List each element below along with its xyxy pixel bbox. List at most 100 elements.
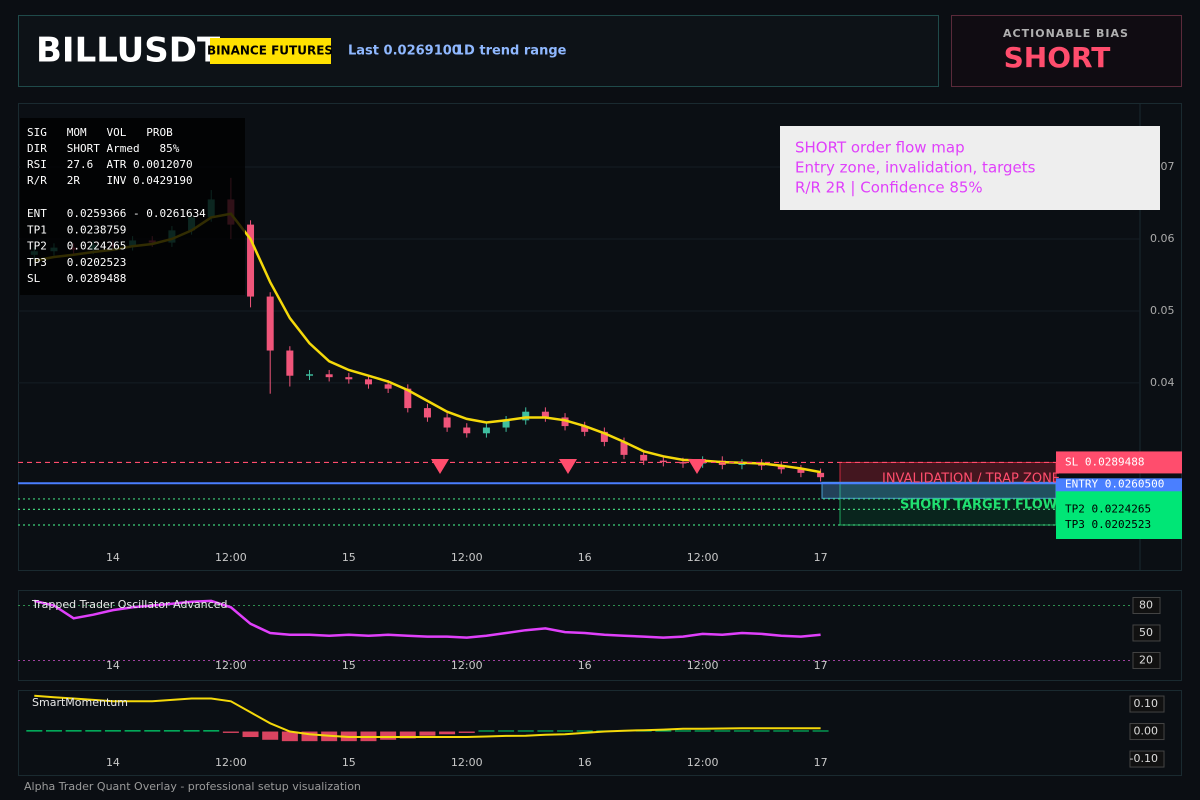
momentum-bar xyxy=(262,731,279,740)
candle-body xyxy=(738,463,746,465)
x-tick-label: 14 xyxy=(106,659,120,672)
momentum-bar xyxy=(714,730,731,732)
y-tick-label: 0.00 xyxy=(1134,725,1159,738)
momentum-bar xyxy=(773,730,790,732)
x-tick-label: 14 xyxy=(106,756,120,769)
info-line: TP1 0.0238759 xyxy=(27,223,126,236)
momentum-bar xyxy=(281,731,298,742)
candle-body xyxy=(797,469,805,473)
x-tick-label: 15 xyxy=(342,659,356,672)
momentum-bar xyxy=(674,730,691,732)
y-tick-label: -0.10 xyxy=(1130,752,1158,765)
oscillator-line xyxy=(34,599,821,639)
momentum-bar xyxy=(792,730,809,732)
x-tick-label: 12:00 xyxy=(215,659,247,672)
x-tick-label: 14 xyxy=(106,551,120,564)
x-tick-label: 12:00 xyxy=(687,551,719,564)
footer: Alpha Trader Quant Overlay - professiona… xyxy=(24,780,361,793)
target-zone xyxy=(839,482,1057,526)
bias-label: ACTIONABLE BIAS xyxy=(1003,27,1129,40)
momentum-bar xyxy=(419,731,436,736)
candle-body xyxy=(266,296,274,351)
candle-body xyxy=(306,374,314,376)
momentum-bar xyxy=(517,730,534,732)
x-tick-label: 12:00 xyxy=(451,756,483,769)
candle-body xyxy=(463,427,471,434)
candle-body xyxy=(502,420,510,428)
x-tick-label: 12:00 xyxy=(215,756,247,769)
momentum-bar xyxy=(183,730,200,732)
y-tick-label: 0.10 xyxy=(1134,697,1159,710)
momentum-bar xyxy=(222,731,239,733)
candle-body xyxy=(777,465,785,470)
momentum-bar xyxy=(163,730,180,732)
x-tick-label: 12:00 xyxy=(687,756,719,769)
x-tick-label: 16 xyxy=(578,551,592,564)
level-label: TP3 0.0202523 xyxy=(1065,518,1151,531)
y-tick-label: 80 xyxy=(1139,598,1153,611)
momentum-bar xyxy=(733,730,750,732)
exchange: BINANCE FUTURES xyxy=(207,44,333,58)
momentum-panel xyxy=(18,690,1182,776)
momentum-bar xyxy=(655,730,672,732)
momentum-bar xyxy=(576,730,593,732)
candle-body xyxy=(404,388,412,409)
candle-body xyxy=(561,417,569,427)
candle-body xyxy=(423,408,431,418)
range: 1D trend range xyxy=(455,44,567,59)
tick-box xyxy=(1129,695,1165,713)
candle-body xyxy=(817,472,825,478)
candle-body xyxy=(345,377,353,380)
tick-box xyxy=(1132,596,1161,614)
signal-marker xyxy=(688,459,706,474)
y-tick-label: 50 xyxy=(1139,626,1153,639)
momentum-bar xyxy=(694,730,711,732)
momentum-bar xyxy=(242,731,259,738)
y-tick-label: 0.04 xyxy=(1150,376,1175,389)
momentum-bar xyxy=(399,731,416,739)
candle-body xyxy=(640,454,648,461)
momentum-bar xyxy=(458,731,475,733)
info-line: TP2 0.0224265 xyxy=(27,240,126,253)
info-line: ENT 0.0259366 - 0.0261634 xyxy=(27,207,206,220)
signal-marker xyxy=(431,459,449,474)
callout-line: SHORT order flow map xyxy=(795,139,965,157)
candle-body xyxy=(325,374,333,378)
candle-body xyxy=(620,441,628,455)
info-line: DIR SHORT Armed 85% xyxy=(27,142,180,155)
candle-body xyxy=(600,431,608,442)
y-tick-label: 0.05 xyxy=(1150,304,1175,317)
level-label-box xyxy=(1056,451,1182,474)
momentum-bar xyxy=(812,730,829,732)
x-tick-label: 17 xyxy=(814,551,828,564)
bias-value: SHORT xyxy=(1004,41,1111,74)
x-tick-label: 12:00 xyxy=(687,659,719,672)
x-tick-label: 17 xyxy=(814,756,828,769)
momentum-bar xyxy=(124,730,141,732)
info-line: SL 0.0289488 xyxy=(27,272,126,285)
y-tick-label: 20 xyxy=(1139,653,1153,666)
candle-body xyxy=(443,417,451,428)
x-tick-label: 12:00 xyxy=(451,659,483,672)
symbol: BILLUSDT xyxy=(36,31,221,71)
momentum-bar xyxy=(85,730,102,732)
info-line: RSI 27.6 ATR 0.0012070 xyxy=(27,158,193,171)
candle-body xyxy=(384,384,392,389)
target-zone-label: SHORT TARGET FLOW xyxy=(900,498,1057,513)
level-label: SL 0.0289488 xyxy=(1065,455,1144,468)
x-tick-label: 15 xyxy=(342,756,356,769)
candle-body xyxy=(541,411,549,418)
info-line: TP3 0.0202523 xyxy=(27,256,126,269)
tick-box xyxy=(1129,723,1165,741)
trap-zone-label: INVALIDATION / TRAP ZONE xyxy=(882,472,1060,487)
callout-line: R/R 2R | Confidence 85% xyxy=(795,179,983,197)
info-line: SIG MOM VOL PROB xyxy=(27,126,173,139)
x-tick-label: 16 xyxy=(578,756,592,769)
candle-body xyxy=(679,462,687,464)
signal-marker xyxy=(559,459,577,474)
momentum-bar xyxy=(203,730,220,732)
panel-title: SmartMomentum xyxy=(32,696,128,709)
momentum-bar xyxy=(26,730,43,732)
candle-body xyxy=(286,350,294,376)
